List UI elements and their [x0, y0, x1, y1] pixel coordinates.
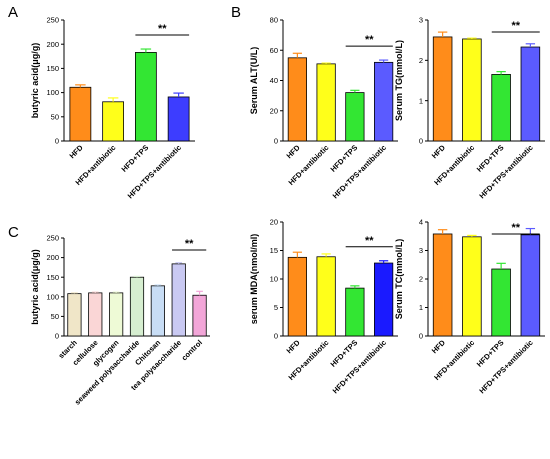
bar [491, 74, 511, 142]
x-tick-label: HFD+TPS [120, 143, 151, 174]
significance-label: ** [511, 20, 520, 32]
y-tick-label: 100 [46, 292, 59, 301]
bar [316, 256, 336, 337]
bar [102, 101, 125, 142]
y-axis-label: serum MDA(nmol/ml) [249, 234, 259, 325]
panel-letter-b: B [231, 4, 242, 21]
y-axis-label: butyric acid(μg/g) [30, 43, 40, 119]
y-tick-label: 50 [51, 112, 59, 121]
significance-label: ** [158, 23, 167, 35]
x-tick-label: HFD+TPS+antibiotic [331, 338, 388, 395]
bar [432, 233, 453, 337]
x-tick-label: HFD+TPS+antibiotic [331, 143, 388, 200]
bar [167, 96, 190, 142]
significance-label: ** [185, 238, 194, 250]
y-tick-label: 0 [274, 332, 278, 341]
panel-letter-a: A [8, 4, 19, 21]
y-tick-label: 0 [274, 137, 278, 146]
x-tick-label: HFD [285, 143, 303, 161]
y-tick-label: 150 [46, 273, 59, 282]
y-tick-label: 20 [270, 106, 278, 115]
y-tick-label: 2 [419, 56, 423, 65]
y-tick-label: 250 [46, 16, 59, 25]
y-tick-label: 150 [46, 64, 59, 73]
x-tick-label: HFD+TPS+antibiotic [477, 338, 534, 395]
bar [520, 234, 541, 337]
y-tick-label: 0 [55, 332, 59, 341]
bar [150, 285, 165, 337]
bar [287, 256, 307, 337]
panel-letter-c: C [8, 224, 19, 241]
x-tick-label: control [180, 338, 204, 362]
y-tick-label: 200 [46, 40, 59, 49]
bar [345, 92, 365, 142]
y-tick-label: 4 [419, 218, 423, 227]
chart-a1: 0 50 100 150 200 250 butyric acid(μg/g) HFD HFD+… [30, 16, 195, 200]
x-tick-label: HFD [430, 338, 448, 356]
y-tick-label: 0 [55, 137, 59, 146]
y-tick-label: 2 [419, 275, 423, 284]
bar [129, 276, 145, 337]
y-axis-label: butyric acid(μg/g) [30, 249, 40, 325]
y-tick-label: 15 [270, 246, 278, 255]
bar [462, 38, 482, 142]
bar [374, 61, 394, 142]
bar [462, 236, 482, 337]
y-tick-label: 1 [419, 303, 423, 312]
bar [491, 268, 511, 337]
bar [316, 63, 336, 142]
y-axis-label: Serum ALT(U/L) [249, 47, 259, 115]
y-tick-label: 10 [270, 275, 278, 284]
y-tick-label: 3 [419, 246, 423, 255]
bar [67, 293, 82, 337]
x-tick-label: HFD+TPS [475, 338, 506, 369]
bar [287, 57, 307, 142]
bar [374, 262, 394, 337]
bar [109, 292, 124, 337]
significance-label: ** [511, 222, 520, 234]
bar [345, 287, 365, 337]
y-tick-label: 0 [419, 137, 423, 146]
bar [520, 46, 541, 142]
bar [88, 292, 103, 337]
bar [134, 52, 157, 142]
significance-label: ** [365, 34, 374, 46]
x-tick-label: HFD+TPS+antibiotic [477, 143, 534, 200]
y-tick-label: 3 [419, 16, 423, 25]
x-tick-label: HFD+TPS [475, 143, 506, 174]
y-axis-label: Serum TG(mmol/L) [394, 40, 404, 121]
y-tick-label: 5 [274, 303, 278, 312]
bar [171, 263, 186, 337]
bar [69, 86, 92, 142]
y-tick-label: 1 [419, 96, 423, 105]
bar [192, 294, 207, 337]
significance-label: ** [365, 235, 374, 247]
y-tick-label: 200 [46, 253, 59, 262]
x-tick-label: HFD [430, 143, 448, 161]
y-tick-label: 60 [270, 46, 278, 55]
y-axis-label: Serum TC(mmol/L) [394, 239, 404, 320]
y-tick-label: 20 [270, 218, 278, 227]
y-tick-label: 40 [270, 76, 278, 85]
y-tick-label: 0 [419, 332, 423, 341]
y-tick-label: 80 [270, 16, 278, 25]
y-tick-label: 100 [46, 88, 59, 97]
x-tick-label: HFD [285, 338, 303, 356]
bar [432, 36, 453, 142]
x-tick-label: HFD [68, 143, 86, 161]
y-tick-label: 250 [46, 234, 59, 243]
y-tick-label: 50 [51, 312, 59, 321]
